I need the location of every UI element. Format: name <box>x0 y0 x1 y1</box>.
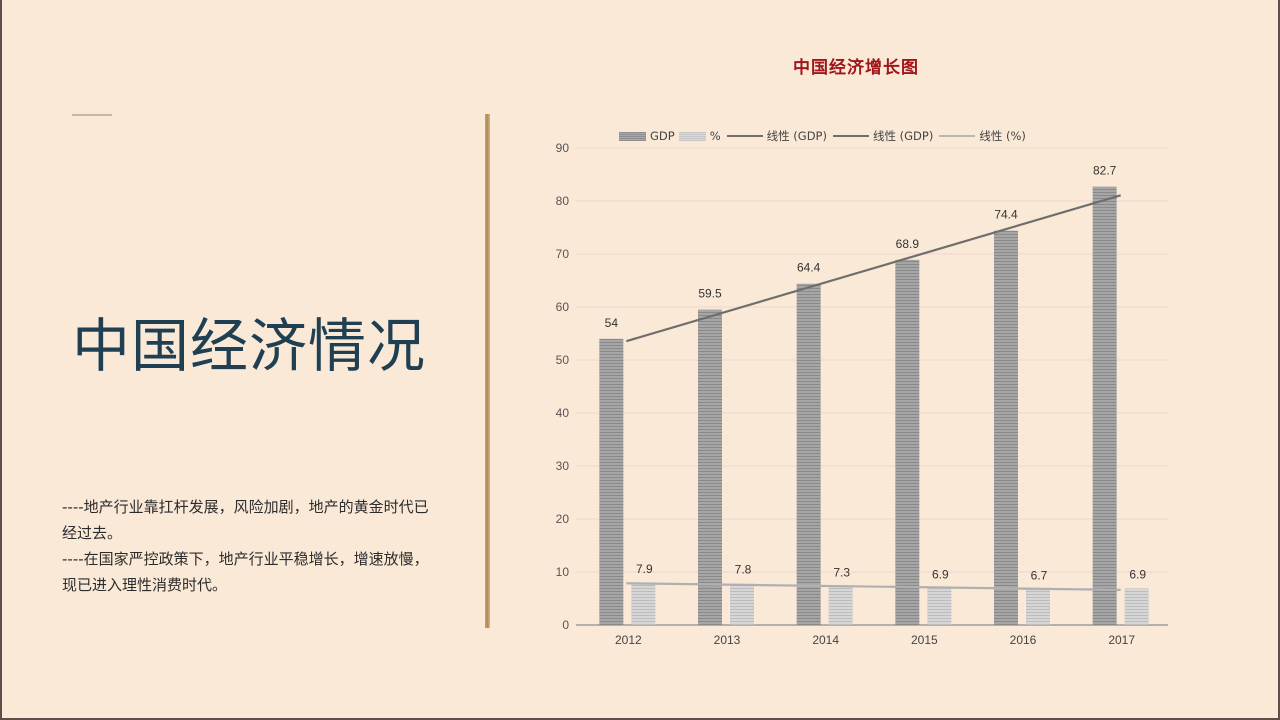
gdp-bar <box>698 309 722 625</box>
gdp-swatch-icon <box>619 131 646 141</box>
y-tick-label: 30 <box>556 459 570 473</box>
gdp-value-label: 54 <box>605 316 619 330</box>
vertical-divider <box>485 114 490 628</box>
gdp-bar <box>994 230 1018 625</box>
legend-item-gdp: GDP <box>619 129 675 143</box>
paragraph-2: ----在国家严控政策下，地产行业平稳增长，增速放慢，现已进入理性消费时代。 <box>62 550 429 594</box>
pct-value-label: 7.9 <box>636 562 653 576</box>
pct-bar <box>1124 588 1149 625</box>
legend-label: GDP <box>650 129 675 143</box>
slide-body: ----地产行业靠扛杆发展，风险加剧，地产的黄金时代已经过去。 ----在国家严… <box>62 494 442 598</box>
y-tick-label: 50 <box>556 353 570 367</box>
decorative-line <box>72 114 112 116</box>
pct-value-label: 6.9 <box>932 567 949 581</box>
trend-line-icon <box>726 135 763 137</box>
legend-item-trend-pct: 线性 (%) <box>937 128 1026 144</box>
legend-item-trend-gdp-1: 线性 (GDP) <box>725 128 827 144</box>
gridlines: 0 10 20 30 40 50 60 70 80 90 <box>556 141 1168 632</box>
pct-value-label: 6.9 <box>1129 567 1146 581</box>
y-tick-label: 60 <box>556 300 570 314</box>
gdp-bar <box>599 338 624 625</box>
legend-label: % <box>709 129 721 143</box>
legend-label: 线性 (GDP) <box>872 129 934 143</box>
trend-line-icon <box>832 135 869 137</box>
pct-bar <box>828 586 853 625</box>
pct-bar <box>1026 589 1050 625</box>
y-tick-label: 0 <box>562 618 569 632</box>
y-tick-label: 70 <box>556 247 570 261</box>
y-tick-label: 10 <box>556 565 570 579</box>
y-tick-label: 40 <box>556 406 570 420</box>
gdp-value-label: 64.4 <box>797 261 821 275</box>
data-labels: 54 7.9 2012 59.5 7.8 2013 64.4 7.3 2014 68.9 6.9 20… <box>605 164 1147 647</box>
pct-bar <box>631 583 656 625</box>
x-tick-label: 2015 <box>911 633 938 647</box>
gdp-trendline <box>626 194 1121 343</box>
x-tick-label: 2012 <box>615 633 642 647</box>
y-tick-label: 90 <box>556 141 570 155</box>
x-tick-label: 2016 <box>1010 633 1037 647</box>
pct-value-label: 7.3 <box>833 565 850 579</box>
gdp-value-label: 74.4 <box>994 208 1018 222</box>
y-tick-label: 80 <box>556 194 570 208</box>
gdp-value-label: 68.9 <box>896 237 920 251</box>
pct-bar <box>927 588 952 625</box>
x-tick-label: 2014 <box>812 633 839 647</box>
trend-line-icon <box>939 135 976 137</box>
pct-value-label: 6.7 <box>1031 568 1048 582</box>
gdp-value-label: 59.5 <box>698 287 722 301</box>
pct-trendline <box>626 582 1121 591</box>
pct-value-label: 7.8 <box>735 563 752 577</box>
gdp-bar <box>1092 186 1117 625</box>
x-tick-label: 2013 <box>714 633 741 647</box>
gdp-bar <box>796 283 821 625</box>
legend-item-trend-gdp-2: 线性 (GDP) <box>831 128 933 144</box>
gdp-bar <box>895 259 920 625</box>
gdp-value-label: 82.7 <box>1093 164 1117 178</box>
paragraph-1: ----地产行业靠扛杆发展，风险加剧，地产的黄金时代已经过去。 <box>62 498 429 542</box>
trendlines <box>626 194 1121 591</box>
chart-legend: GDP % 线性 (GDP) 线性 (GDP) 线性 (%) <box>619 128 1030 144</box>
x-tick-label: 2017 <box>1108 633 1135 647</box>
pct-swatch-icon <box>678 131 706 141</box>
legend-label: 线性 (%) <box>979 129 1026 143</box>
slide-title: 中国经济情况 <box>72 312 427 380</box>
chart-title: 中国经济增长图 <box>793 58 919 78</box>
legend-item-pct: % <box>678 129 721 143</box>
y-tick-label: 20 <box>556 512 570 526</box>
legend-label: 线性 (GDP) <box>766 129 827 143</box>
bars <box>599 186 1149 625</box>
pct-bar <box>730 583 754 625</box>
